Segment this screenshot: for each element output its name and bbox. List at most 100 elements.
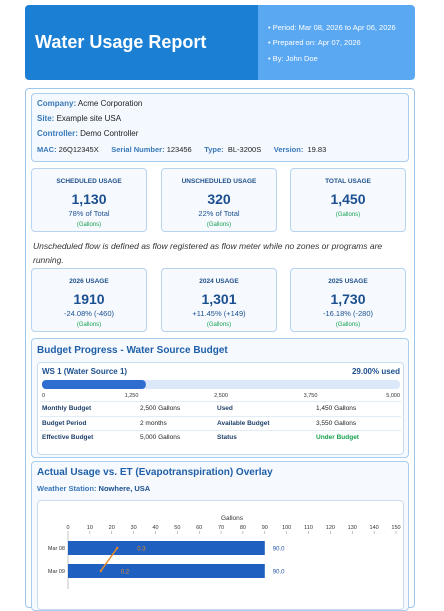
label: Serial Number: [111,145,165,154]
x-tick-label: 80 [240,525,246,531]
y-tick-label: Mar 09 [48,569,65,575]
x-tick-label: 50 [174,525,180,531]
note: Unscheduled flow is defined as flow regi… [33,241,383,265]
et-label: 0.2 [121,570,130,576]
card-title: 2024 USAGE [199,278,239,285]
label: Version: [273,145,304,154]
label: Company: [37,99,77,108]
header-right [258,5,415,80]
x-tick-label: 10 [87,525,93,531]
card-value: 1910 [73,291,105,307]
cell: Monthly Budget [42,405,92,412]
info-line: Company: Acme Corporation [37,99,142,109]
progress-tick-label: 0 [42,393,45,399]
x-tick-label: 120 [326,525,335,531]
usage-card: SCHEDULED USAGE 1,130 78% of Total (Gall… [31,168,147,232]
station-line: Weather Station: Nowhere, USA [37,484,150,494]
card-unit: (Gallons) [335,322,361,328]
info-line: MAC: 26Q12345X Serial Number: 123456 Typ… [37,145,326,155]
cell: Budget Period [42,420,87,427]
value: BL-3200S [227,145,262,154]
meta-item: • Prepared on: Apr 07, 2026 [268,38,361,47]
card-unit: (Gallons) [206,222,232,228]
et-point [99,569,102,573]
card-value: 1,301 [201,291,237,307]
row-rule [40,430,401,431]
x-tick-label: 70 [218,525,224,531]
x-tick-label: 110 [304,525,313,531]
info-line: Controller: Demo Controller [37,129,138,139]
et-point [116,546,119,550]
card-change: -16.18% (-280) [322,309,374,318]
cell: 5,000 Gallons [140,434,181,441]
card-title: 2026 USAGE [69,278,109,285]
card-title: UNSCHEDULED USAGE [181,178,257,185]
value-label: 90.0 [273,547,285,553]
card-title: SCHEDULED USAGE [56,178,122,185]
x-tick-label: 40 [152,525,158,531]
row-rule [40,401,401,402]
report-title: Water Usage Report [35,32,207,52]
percent-used: 29.00% used [351,367,400,376]
cell: 3,550 Gallons [316,420,357,427]
chart: Gallons 0 10 20 30 40 50 60 70 80 90 100 110 120 130 14… [48,515,401,589]
card-value: 320 [207,191,231,207]
card-unit: (Gallons) [76,322,102,328]
card-sub: 78% of Total [68,209,110,218]
cell: 2,500 Gallons [140,405,181,412]
y-tick-label: Mar 08 [48,546,65,552]
label: Site: [37,114,55,123]
card-unit: (Gallons) [76,222,102,228]
progress-tick-label: 1,250 [125,393,139,399]
x-tick-label: 130 [348,525,357,531]
et-line [100,547,118,572]
value-label: 90.0 [273,570,285,576]
value: Acme Corporation [77,99,143,108]
page: {"header": {"title": "Water Usage Report… [25,5,415,611]
cell: Under Budget [316,434,359,441]
x-tick-label: 150 [391,525,400,531]
section-title: Budget Progress - Water Source Budget [37,345,228,356]
value: 26Q12345X [58,145,99,154]
progress: 0 1,250 2,500 3,750 5,000 [42,380,400,399]
label: Type: [204,145,224,154]
x-tick-label: 140 [370,525,379,531]
label: MAC: [37,145,57,154]
card-change: +11.45% (+149) [192,309,246,318]
x-tick-label: 30 [131,525,137,531]
progress-tick-label: 2,500 [214,393,228,399]
bar [68,564,265,578]
label: Controller: [37,129,78,138]
label: Weather Station: [37,484,97,493]
section-title: Actual Usage vs. ET (Evapotranspiration)… [37,467,273,478]
card-unit: (Gallons) [206,322,232,328]
x-tick-label: 100 [282,525,291,531]
info-line: Site: Example site USA [37,114,121,124]
budget-card [37,362,404,455]
info-box [31,93,409,162]
card-sub: 22% of Total [198,209,240,218]
year-card: 2024 USAGE 1,301 +11.45% (+149) (Gallons… [161,268,277,332]
value: Example site USA [56,114,122,123]
source-name: WS 1 (Water Source 1) [42,367,128,376]
meta-item: • Period: Mar 08, 2026 to Apr 06, 2026 [268,23,396,32]
usage-card: TOTAL USAGE 1,450 (Gallons) [290,168,406,232]
progress-tick-label: 3,750 [304,393,318,399]
cell: 1,450 Gallons [316,405,357,412]
cell: Effective Budget [42,434,94,441]
card-change: -24.08% (-460) [63,309,115,318]
year-card: 2026 USAGE 1910 -24.08% (-460) (Gallons) [31,268,147,332]
value: 19.83 [307,145,327,154]
x-axis-label: Gallons [221,515,244,522]
cell: Available Budget [217,420,270,427]
progress-tick-label: 5,000 [386,393,400,399]
x-tick-label: 90 [262,525,268,531]
value: Demo Controller [80,129,139,138]
card-title: TOTAL USAGE [325,178,371,185]
cell: Status [217,434,237,441]
row-rule [40,416,401,417]
meta-text: Period: Mar 08, 2026 to Apr 06, 2026 [272,23,396,32]
cell: 2 months [140,420,167,427]
bar [68,541,265,555]
card-value: 1,130 [71,191,107,207]
